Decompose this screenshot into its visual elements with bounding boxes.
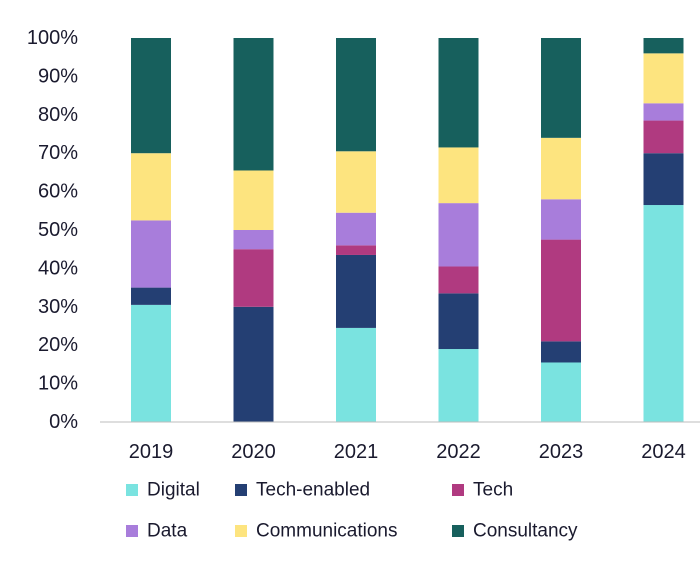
bar-segment-tech-2024 xyxy=(643,120,684,154)
bar-segment-communications-2023 xyxy=(541,137,581,200)
bar-segment-consultancy-2019 xyxy=(131,38,171,154)
legend: Digital Tech-enabled Tech Data Communication… xyxy=(126,480,578,542)
bar-segment-tech-enabled-2021 xyxy=(336,254,376,328)
y-tick-label: 60% xyxy=(38,181,78,203)
legend-label-data: Data xyxy=(147,521,188,542)
x-tick-label: 2022 xyxy=(436,441,481,463)
bar-segment-digital-2023 xyxy=(541,362,581,422)
y-axis-ticks: 0% 10% 20% 30% 40% 50% 60% 70% 80% 90% 100% xyxy=(27,27,78,433)
y-tick-label: 0% xyxy=(49,411,78,433)
y-tick-label: 40% xyxy=(38,257,78,279)
y-tick-label: 30% xyxy=(38,296,78,318)
legend-swatch-tech xyxy=(452,484,464,496)
bar-segment-communications-2024 xyxy=(643,53,684,104)
x-tick-label: 2024 xyxy=(641,441,686,463)
bar-segment-digital-2022 xyxy=(438,349,479,422)
x-axis-labels: 2019 2020 2021 2022 2023 2024 xyxy=(129,441,686,463)
bar-segment-consultancy-2020 xyxy=(233,38,274,171)
bar-segment-digital-2019 xyxy=(131,304,171,422)
bar-segment-tech-2021 xyxy=(336,245,376,255)
bar-segment-tech-enabled-2024 xyxy=(643,153,684,206)
y-tick-label: 80% xyxy=(38,104,78,126)
bar-segment-tech-2022 xyxy=(438,266,479,294)
legend-label-digital: Digital xyxy=(147,480,200,501)
bar-segment-digital-2021 xyxy=(336,327,376,422)
y-tick-label: 70% xyxy=(38,142,78,164)
bar-segment-consultancy-2024 xyxy=(643,38,684,54)
bar-segment-tech-2023 xyxy=(541,239,581,342)
bar-segment-data-2020 xyxy=(233,230,274,250)
bar-segment-tech-enabled-2022 xyxy=(438,293,479,350)
bar-segment-tech-enabled-2019 xyxy=(131,287,171,305)
bar-segment-data-2019 xyxy=(131,220,171,288)
legend-label-communications: Communications xyxy=(256,521,398,542)
bar-segment-communications-2020 xyxy=(233,170,274,230)
bar-segment-communications-2022 xyxy=(438,147,479,204)
legend-label-tech-enabled: Tech-enabled xyxy=(256,480,370,501)
legend-swatch-consultancy xyxy=(452,525,464,537)
y-tick-label: 90% xyxy=(38,65,78,87)
legend-swatch-tech-enabled xyxy=(235,484,247,496)
bar-segment-communications-2019 xyxy=(131,153,171,221)
legend-label-consultancy: Consultancy xyxy=(473,521,578,542)
bar-segment-tech-2020 xyxy=(233,249,274,307)
x-tick-label: 2019 xyxy=(129,441,174,463)
bar-segment-consultancy-2021 xyxy=(336,38,376,152)
y-tick-label: 100% xyxy=(27,27,78,49)
bar-segment-data-2024 xyxy=(643,103,684,121)
bar-segment-data-2022 xyxy=(438,203,479,267)
bar-segment-communications-2021 xyxy=(336,151,376,213)
bar-segment-data-2023 xyxy=(541,199,581,240)
bar-segment-digital-2024 xyxy=(643,205,684,422)
legend-swatch-communications xyxy=(235,525,247,537)
x-tick-label: 2020 xyxy=(231,441,276,463)
x-tick-label: 2023 xyxy=(539,441,584,463)
bar-segment-consultancy-2022 xyxy=(438,38,479,148)
bars xyxy=(131,38,684,422)
bar-segment-data-2021 xyxy=(336,212,376,246)
y-tick-label: 50% xyxy=(38,219,78,241)
bar-segment-consultancy-2023 xyxy=(541,38,581,138)
legend-swatch-data xyxy=(126,525,138,537)
x-tick-label: 2021 xyxy=(334,441,379,463)
y-tick-label: 10% xyxy=(38,373,78,395)
y-tick-label: 20% xyxy=(38,334,78,356)
bar-segment-tech-enabled-2023 xyxy=(541,341,581,363)
legend-label-tech: Tech xyxy=(473,480,513,501)
legend-swatch-digital xyxy=(126,484,138,496)
bar-segment-tech-enabled-2020 xyxy=(233,306,274,422)
